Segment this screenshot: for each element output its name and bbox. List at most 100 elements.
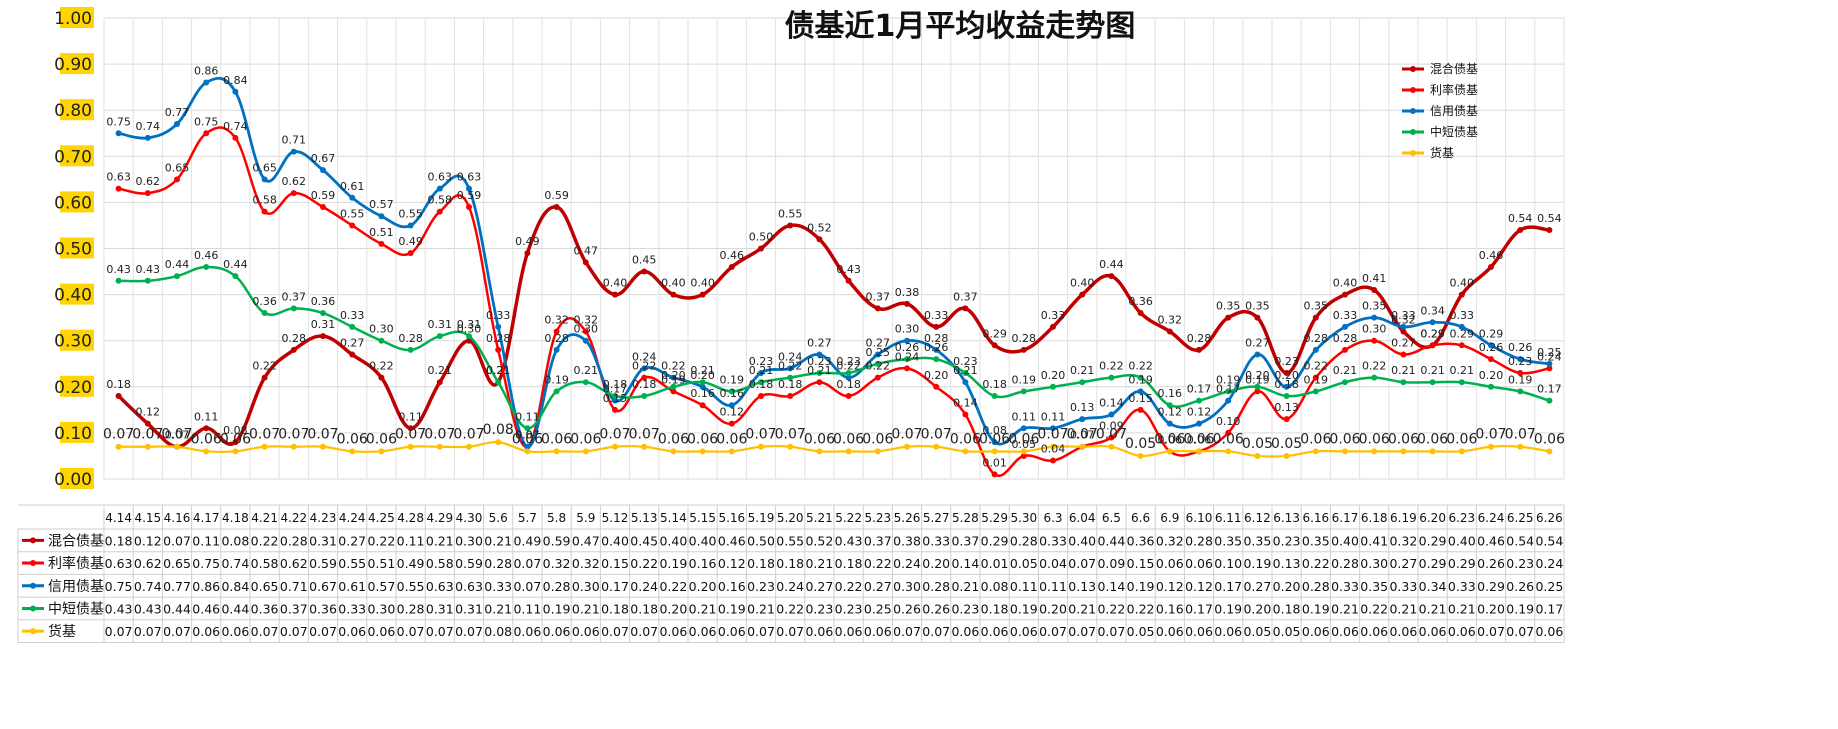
x-tick-label: 4.16: [164, 511, 191, 525]
x-tick-label: 6.18: [1361, 511, 1388, 525]
table-cell: 0.10: [1214, 556, 1242, 571]
data-label: 0.17: [603, 383, 628, 396]
table-cell: 0.18: [747, 556, 775, 571]
table-cell: 0.06: [1331, 624, 1359, 639]
x-tick-label: 6.12: [1244, 511, 1271, 525]
table-cell: 0.06: [689, 624, 717, 639]
data-point: [1020, 425, 1027, 432]
table-cell: 0.22: [251, 533, 279, 548]
data-point: [203, 425, 210, 432]
table-cell: 0.55: [776, 533, 804, 548]
table-cell: 0.26: [1506, 579, 1534, 594]
table-cell: 0.71: [280, 579, 308, 594]
data-label: 0.07: [161, 427, 192, 443]
data-point: [349, 323, 356, 330]
data-point: [320, 167, 326, 174]
data-point: [290, 190, 297, 197]
data-point: [582, 259, 589, 266]
table-cell: 0.18: [981, 601, 1009, 616]
data-label: 0.58: [252, 194, 277, 207]
data-label: 0.18: [632, 378, 657, 391]
data-label: 0.20: [661, 369, 686, 382]
data-point: [261, 443, 268, 450]
data-label: 0.22: [632, 360, 657, 373]
data-point: [378, 374, 385, 381]
data-point: [787, 222, 794, 229]
x-tick-label: 6.26: [1536, 511, 1563, 525]
table-cell: 0.27: [805, 579, 833, 594]
data-point: [203, 130, 210, 137]
data-point: [1400, 448, 1407, 455]
table-cell: 0.30: [1360, 556, 1388, 571]
x-tick-label: 5.7: [518, 511, 537, 525]
data-point: [466, 337, 472, 344]
table-cell: 0.17: [601, 579, 629, 594]
data-label: 0.06: [1008, 431, 1039, 447]
table-cell: 0.07: [1068, 556, 1096, 571]
data-point: [1400, 328, 1407, 335]
data-point: [1488, 263, 1494, 270]
table-cell: 0.58: [251, 556, 279, 571]
data-label: 0.33: [924, 309, 949, 322]
data-label: 0.07: [1505, 427, 1536, 443]
data-label: 0.43: [106, 263, 131, 276]
data-label: 0.21: [486, 364, 511, 377]
table-cell: 0.24: [776, 579, 804, 594]
data-point: [904, 337, 910, 344]
data-label: 0.07: [1096, 427, 1127, 443]
data-label: 0.06: [1300, 431, 1331, 447]
table-cell: 0.29: [1448, 556, 1476, 571]
data-label: 0.23: [1508, 355, 1533, 368]
table-cell: 0.20: [922, 556, 950, 571]
data-point: [495, 323, 502, 330]
table-cell: 0.21: [426, 533, 454, 548]
data-point: [290, 148, 297, 155]
data-label: 0.06: [1388, 431, 1419, 447]
data-label: 0.06: [512, 431, 543, 447]
table-cell: 0.36: [1127, 533, 1155, 548]
table-cell: 0.18: [776, 556, 804, 571]
table-cell: 0.07: [134, 624, 162, 639]
x-tick-label: 6.13: [1273, 511, 1300, 525]
data-point: [758, 379, 764, 386]
data-point: [261, 176, 268, 183]
data-point: [1225, 314, 1232, 321]
data-point: [1546, 227, 1553, 234]
legend-label: 货基: [1430, 145, 1454, 160]
data-label: 0.34: [1420, 304, 1445, 317]
data-point: [1166, 402, 1173, 409]
table-row-marker: [30, 560, 36, 567]
data-point: [699, 383, 706, 390]
table-cell: 0.06: [1185, 556, 1213, 571]
table-cell: 0.47: [572, 533, 600, 548]
data-point: [991, 393, 998, 400]
table-cell: 0.26: [1477, 556, 1505, 571]
x-tick-label: 5.22: [835, 511, 862, 525]
data-point: [1342, 291, 1348, 298]
table-cell: 0.30: [572, 579, 600, 594]
y-tick-label: 0.10: [54, 424, 92, 444]
data-point: [144, 420, 151, 427]
table-cell: 0.07: [163, 624, 191, 639]
data-point: [1371, 374, 1378, 381]
data-label: 0.46: [194, 249, 219, 262]
data-point: [1108, 273, 1115, 280]
table-cell: 0.74: [221, 556, 249, 571]
table-cell: 0.21: [1068, 601, 1096, 616]
table-cell: 0.20: [689, 579, 717, 594]
x-tick-label: 4.17: [193, 511, 220, 525]
data-point: [115, 130, 122, 137]
table-cell: 0.08: [484, 624, 512, 639]
table-cell: 0.31: [426, 601, 454, 616]
x-tick-label: 4.21: [251, 511, 278, 525]
data-label: 0.07: [278, 427, 309, 443]
table-cell: 0.35: [1243, 533, 1271, 548]
data-point: [641, 393, 648, 400]
data-label: 0.07: [891, 427, 922, 443]
y-tick-highlight: [60, 237, 94, 259]
table-cell: 0.84: [221, 579, 249, 594]
table-cell: 0.52: [805, 533, 833, 548]
y-tick-highlight: [60, 375, 94, 397]
table-cell: 0.16: [718, 579, 746, 594]
data-point: [378, 213, 385, 220]
